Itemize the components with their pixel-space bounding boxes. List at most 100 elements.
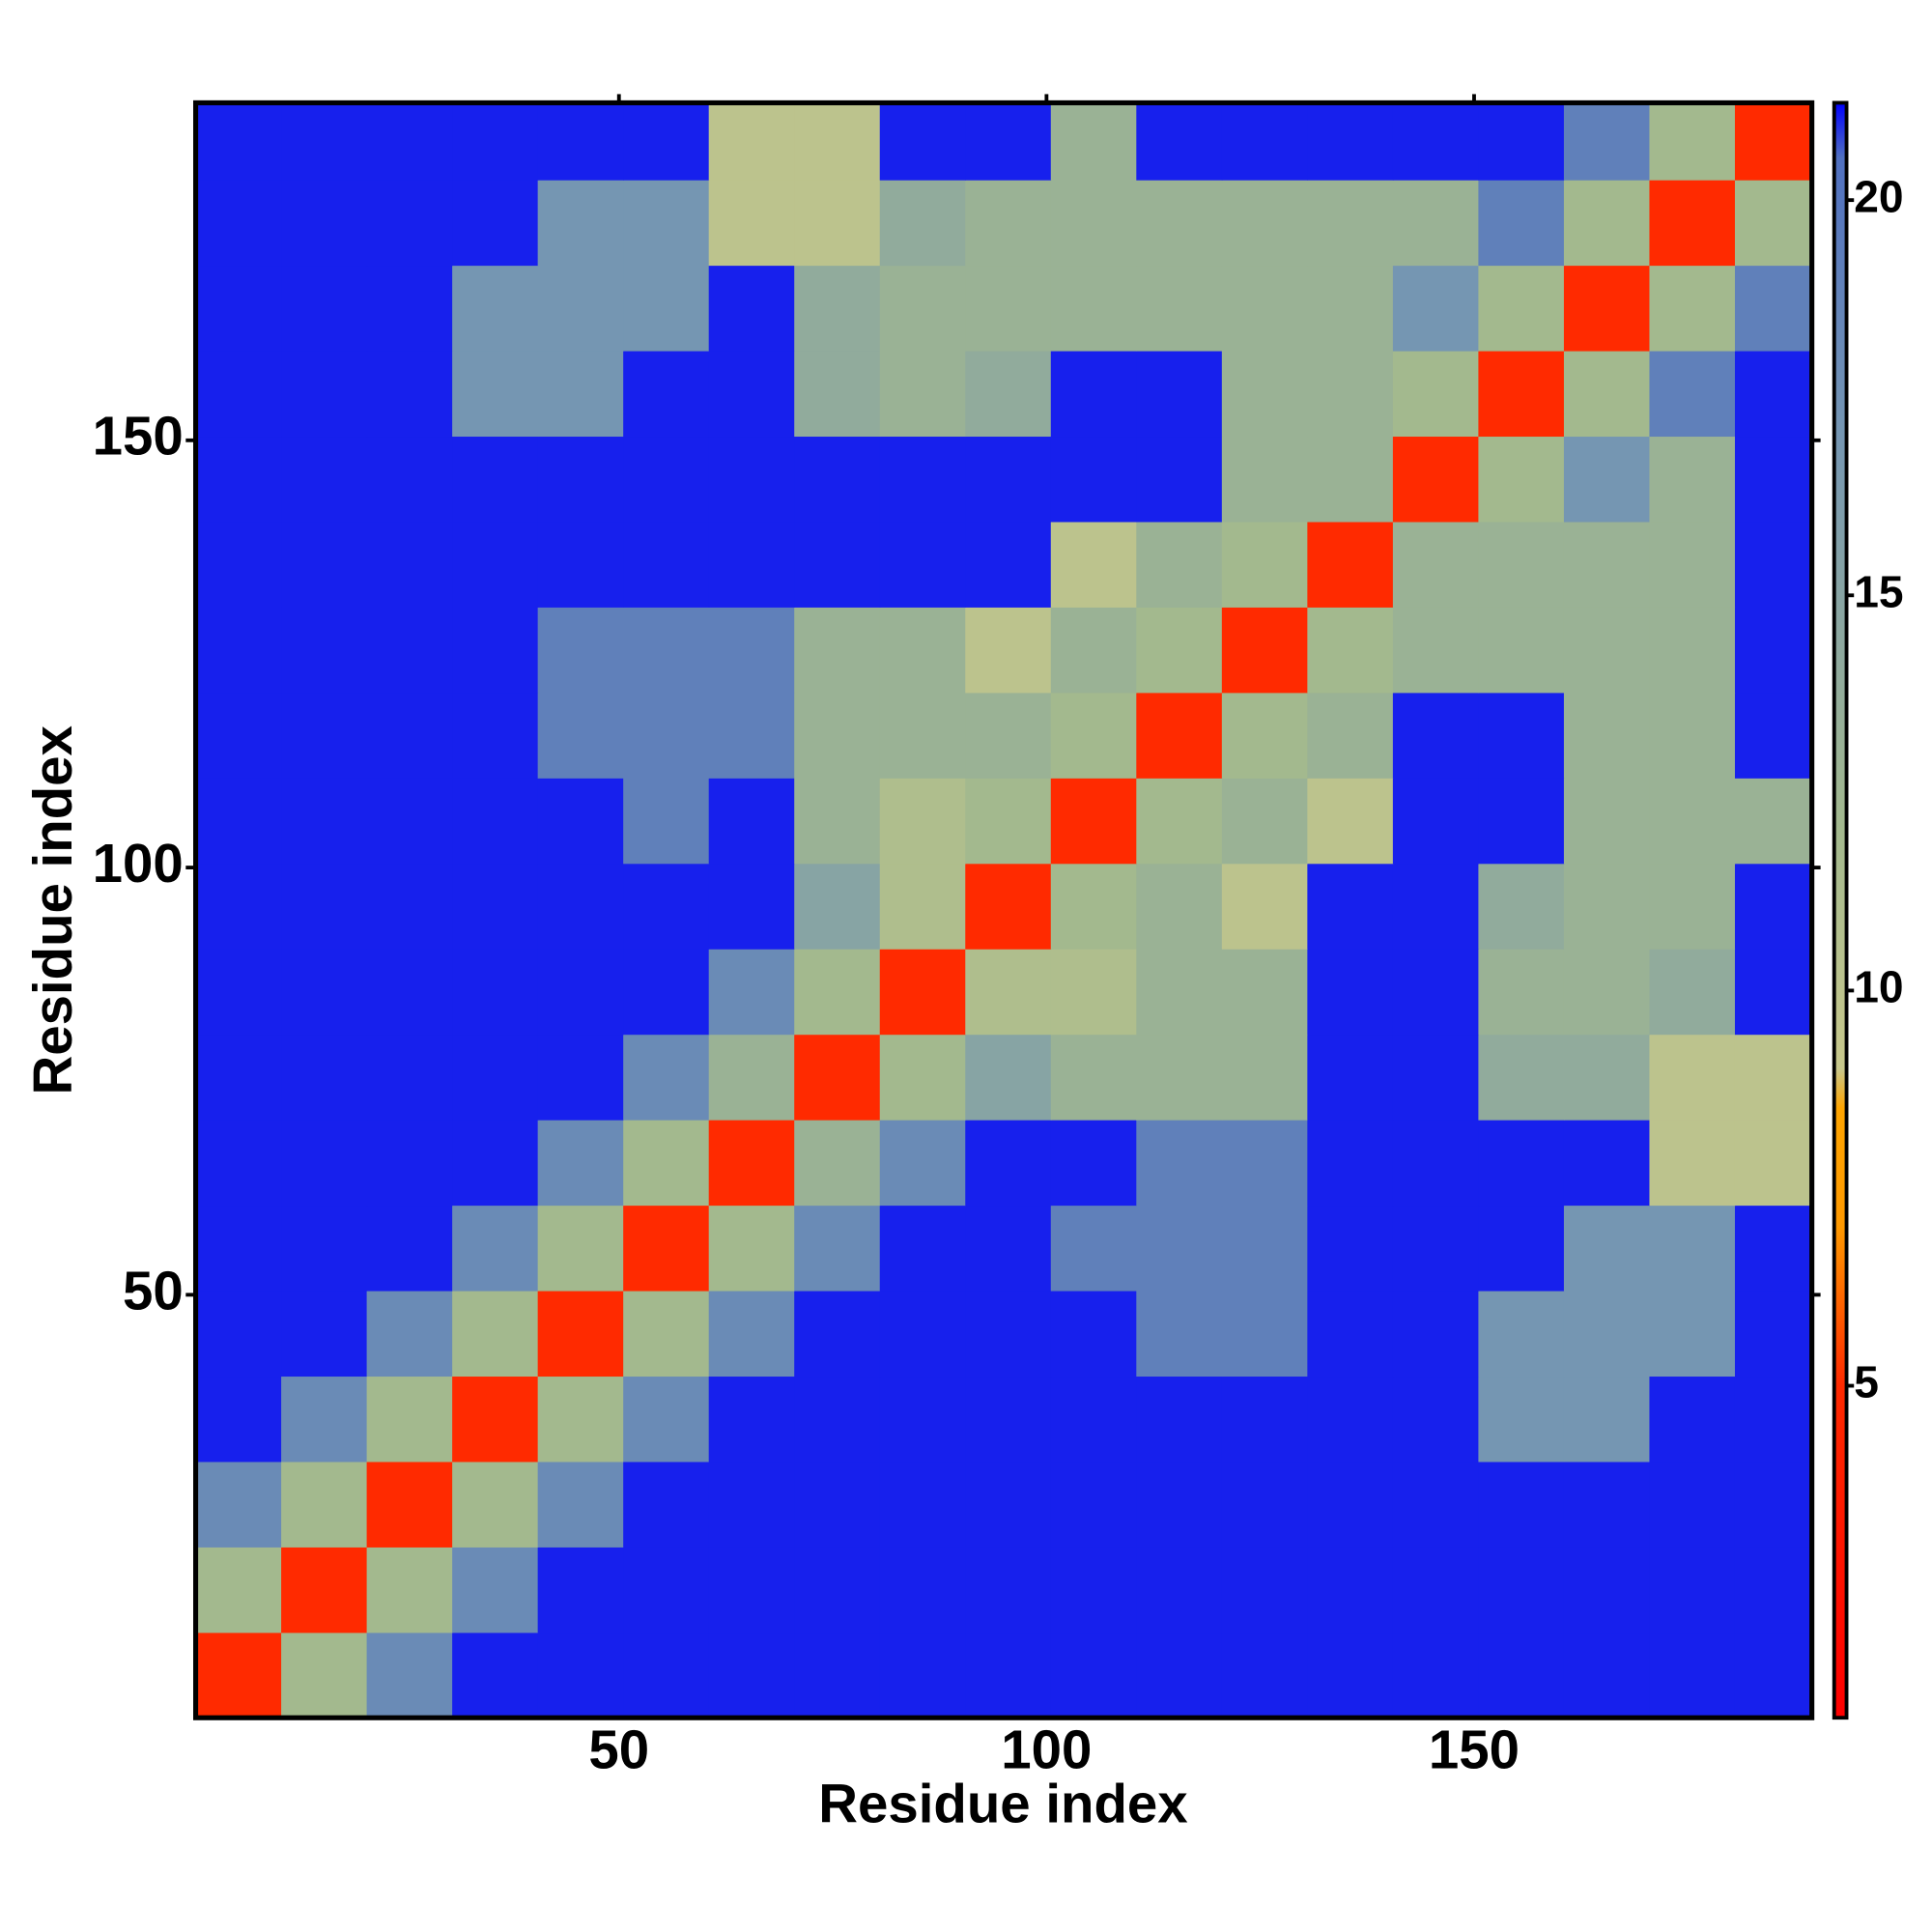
heatmap-cell: [452, 350, 539, 438]
heatmap-cell: [1563, 778, 1651, 865]
heatmap-cell: [1392, 1034, 1480, 1121]
heatmap-cell: [195, 102, 282, 181]
heatmap-cell: [1050, 949, 1137, 1036]
heatmap-cell: [1734, 265, 1813, 352]
heatmap-cell: [1649, 1290, 1736, 1378]
heatmap-cell: [452, 607, 539, 694]
heatmap-cell: [708, 1034, 795, 1121]
heatmap-cell: [195, 1290, 282, 1378]
heatmap-cell: [366, 863, 453, 950]
heatmap-cell: [708, 265, 795, 352]
heatmap-cell: [366, 102, 453, 181]
heatmap-cell: [1392, 1376, 1480, 1463]
heatmap-cell: [794, 1290, 881, 1378]
heatmap-cell: [1221, 778, 1308, 865]
heatmap-cell: [281, 1547, 368, 1634]
heatmap-cell: [366, 1034, 453, 1121]
colorbar-tick-label: 10: [1854, 962, 1903, 1012]
heatmap-cell: [452, 692, 539, 779]
heatmap-cell: [965, 1034, 1052, 1121]
heatmap-cell: [1563, 1205, 1651, 1292]
y-tick-label: 50: [123, 1260, 184, 1321]
heatmap-cell: [1478, 1632, 1565, 1719]
heatmap-cell: [879, 265, 966, 352]
heatmap-cell: [965, 1461, 1052, 1548]
heatmap-cell: [1136, 949, 1223, 1036]
heatmap-cell: [452, 1205, 539, 1292]
heatmap-cell: [1649, 436, 1736, 523]
heatmap-cell: [537, 1547, 624, 1634]
heatmap-cell: [366, 1120, 453, 1207]
heatmap-cell: [623, 1547, 710, 1634]
heatmap-cell: [452, 1547, 539, 1634]
heatmap-cell: [1050, 692, 1137, 779]
heatmap-cell: [623, 521, 710, 608]
heatmap-cell: [1136, 350, 1223, 438]
heatmap-cell: [1392, 521, 1480, 608]
heatmap-cell: [1221, 1376, 1308, 1463]
heatmap-cell: [965, 778, 1052, 865]
heatmap-cell: [794, 1034, 881, 1121]
heatmap-cell: [1050, 521, 1137, 608]
heatmap-cell: [708, 692, 795, 779]
heatmap-cell: [1478, 521, 1565, 608]
heatmap-cell: [879, 949, 966, 1036]
heatmap-cell: [965, 1290, 1052, 1378]
heatmap-cell: [1307, 778, 1394, 865]
heatmap-cell: [195, 350, 282, 438]
heatmap-cell: [965, 949, 1052, 1036]
heatmap-cell: [281, 1034, 368, 1121]
heatmap-cell: [965, 1376, 1052, 1463]
heatmap-cell: [1734, 692, 1813, 779]
heatmap-cell: [1307, 1205, 1394, 1292]
heatmap-cell: [452, 436, 539, 523]
heatmap-cell: [1563, 436, 1651, 523]
heatmap-cell: [1307, 607, 1394, 694]
heatmap-cell: [366, 1376, 453, 1463]
heatmap-cell: [1136, 1205, 1223, 1292]
heatmap-cell: [1050, 863, 1137, 950]
heatmap-cell: [1478, 1461, 1565, 1548]
heatmap-cell: [1307, 692, 1394, 779]
heatmap-cell: [281, 436, 368, 523]
heatmap-cell: [537, 1034, 624, 1121]
heatmap-cell: [537, 1461, 624, 1548]
heatmap-cell: [1136, 1632, 1223, 1719]
heatmap-cell: [281, 863, 368, 950]
heatmap-cell: [452, 265, 539, 352]
heatmap-cell: [879, 521, 966, 608]
heatmap-cell: [281, 1205, 368, 1292]
heatmap-cell: [1649, 1120, 1736, 1207]
heatmap-cell: [281, 265, 368, 352]
heatmap-cell: [1050, 180, 1137, 267]
heatmap-cell: [965, 265, 1052, 352]
heatmap-cell: [1649, 1376, 1736, 1463]
heatmap-cell: [965, 607, 1052, 694]
heatmap-cell: [1478, 1205, 1565, 1292]
heatmap-cell: [1734, 180, 1813, 267]
heatmap-cell: [1050, 1290, 1137, 1378]
heatmap-cell: [452, 778, 539, 865]
heatmap-cell: [1734, 102, 1813, 181]
heatmap-cell: [1221, 1205, 1308, 1292]
heatmap-cell: [537, 436, 624, 523]
heatmap-cell: [281, 1290, 368, 1378]
heatmap-cell: [794, 863, 881, 950]
heatmap-cell: [794, 180, 881, 267]
heatmap-cell: [1136, 436, 1223, 523]
heatmap-cell: [794, 607, 881, 694]
heatmap-cell: [1050, 1034, 1137, 1121]
heatmap-cell: [1136, 521, 1223, 608]
heatmap-cell: [1392, 350, 1480, 438]
heatmap-cell: [1478, 1120, 1565, 1207]
heatmap-cell: [281, 1376, 368, 1463]
heatmap-cell: [1392, 436, 1480, 523]
heatmap-cell: [452, 521, 539, 608]
heatmap-cell: [1136, 1376, 1223, 1463]
heatmap-cell: [195, 1034, 282, 1121]
heatmap-cell: [1392, 778, 1480, 865]
heatmap-cell: [537, 863, 624, 950]
heatmap-cell: [366, 778, 453, 865]
heatmap-cell: [1307, 1034, 1394, 1121]
